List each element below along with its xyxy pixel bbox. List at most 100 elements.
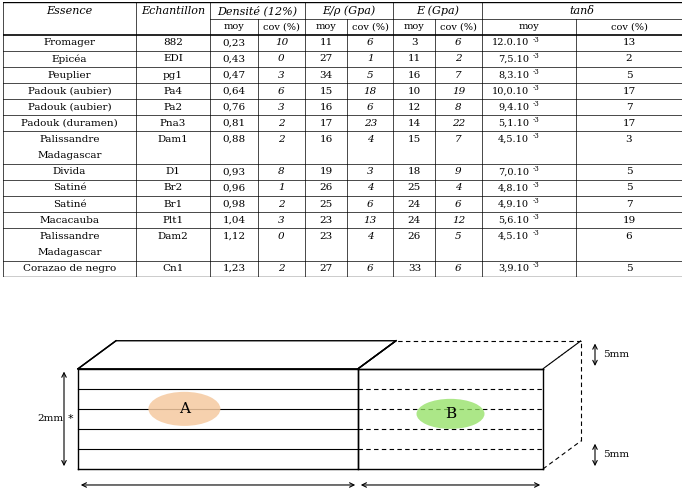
- Text: 25: 25: [320, 200, 333, 208]
- Text: 15: 15: [408, 135, 421, 144]
- Text: 19: 19: [452, 86, 465, 96]
- Text: 33: 33: [408, 264, 421, 273]
- Text: 27: 27: [320, 264, 333, 273]
- Text: cov (%): cov (%): [440, 22, 477, 31]
- Text: 6: 6: [455, 264, 462, 273]
- Text: 2: 2: [455, 54, 462, 63]
- Text: 5: 5: [625, 183, 632, 193]
- Text: -3: -3: [532, 213, 539, 221]
- Text: 7,5.10: 7,5.10: [498, 54, 529, 63]
- Text: 17: 17: [623, 86, 636, 96]
- Text: A: A: [179, 402, 190, 416]
- Text: 3: 3: [278, 71, 285, 80]
- Text: 7: 7: [625, 103, 632, 112]
- Text: Densité (12%): Densité (12%): [218, 5, 298, 16]
- Text: 3: 3: [411, 39, 418, 47]
- Text: 3: 3: [625, 135, 632, 144]
- Ellipse shape: [416, 399, 484, 429]
- Text: 5: 5: [625, 71, 632, 80]
- Text: 11: 11: [320, 39, 333, 47]
- Text: pg1: pg1: [163, 71, 183, 80]
- Text: 12: 12: [408, 103, 421, 112]
- Text: 25: 25: [408, 183, 421, 193]
- Text: cov (%): cov (%): [610, 22, 647, 31]
- Text: Madagascar: Madagascar: [37, 151, 102, 160]
- Text: Essence: Essence: [47, 5, 92, 15]
- Text: E/ρ (Gpa): E/ρ (Gpa): [323, 5, 376, 16]
- Text: -3: -3: [532, 261, 539, 269]
- Text: Echantillon: Echantillon: [141, 5, 205, 15]
- Polygon shape: [78, 341, 396, 369]
- Text: 26: 26: [408, 232, 421, 241]
- Text: -3: -3: [532, 165, 539, 172]
- Text: tanδ: tanδ: [569, 5, 594, 15]
- Text: 13: 13: [364, 216, 377, 225]
- Text: 17: 17: [623, 119, 636, 128]
- Text: -3: -3: [532, 181, 539, 189]
- Text: 9: 9: [455, 167, 462, 176]
- Text: 34: 34: [320, 71, 333, 80]
- Text: 12.0.10: 12.0.10: [492, 39, 529, 47]
- Text: 1: 1: [367, 54, 373, 63]
- Text: 8: 8: [278, 167, 285, 176]
- Text: *: *: [67, 414, 73, 424]
- Text: EDI: EDI: [163, 54, 183, 63]
- Ellipse shape: [149, 392, 221, 426]
- Text: 3,9.10: 3,9.10: [498, 264, 529, 273]
- Text: 1,12: 1,12: [223, 232, 245, 241]
- Text: 6: 6: [278, 86, 285, 96]
- Text: Pa4: Pa4: [164, 86, 182, 96]
- Text: Peuplier: Peuplier: [48, 71, 91, 80]
- Text: 24: 24: [408, 200, 421, 208]
- Text: 0: 0: [278, 232, 285, 241]
- Text: 5: 5: [625, 264, 632, 273]
- Text: Palissandre: Palissandre: [39, 232, 100, 241]
- Text: -3: -3: [532, 132, 539, 140]
- Text: Br2: Br2: [163, 183, 183, 193]
- Text: 17: 17: [320, 119, 333, 128]
- Text: Padouk (aubier): Padouk (aubier): [27, 86, 112, 96]
- Text: 6: 6: [367, 264, 373, 273]
- Text: 4,5.10: 4,5.10: [498, 135, 529, 144]
- Text: 0,43: 0,43: [223, 54, 245, 63]
- Text: 10: 10: [408, 86, 421, 96]
- Text: 0,81: 0,81: [223, 119, 245, 128]
- Text: 5mm: 5mm: [603, 350, 629, 359]
- Text: cov (%): cov (%): [352, 22, 389, 31]
- Text: 7: 7: [625, 200, 632, 208]
- Text: 11: 11: [408, 54, 421, 63]
- Text: 4: 4: [367, 135, 373, 144]
- Text: 4: 4: [367, 183, 373, 193]
- Text: 18: 18: [364, 86, 377, 96]
- Text: 0,88: 0,88: [223, 135, 245, 144]
- Text: 5mm: 5mm: [603, 451, 629, 459]
- Text: moy: moy: [519, 22, 539, 31]
- Text: Dam2: Dam2: [158, 232, 188, 241]
- Text: 882: 882: [163, 39, 183, 47]
- Polygon shape: [543, 341, 581, 469]
- Text: 9,4.10: 9,4.10: [498, 103, 529, 112]
- Text: -3: -3: [532, 36, 539, 43]
- Text: 0: 0: [278, 54, 285, 63]
- Text: 0,96: 0,96: [223, 183, 245, 193]
- Text: 16: 16: [320, 135, 333, 144]
- Text: Cn1: Cn1: [162, 264, 184, 273]
- Text: 0,76: 0,76: [223, 103, 245, 112]
- Text: 14: 14: [408, 119, 421, 128]
- Text: Br1: Br1: [163, 200, 183, 208]
- Text: 12: 12: [452, 216, 465, 225]
- Text: Epicéa: Epicéa: [52, 54, 87, 64]
- Text: 27: 27: [320, 54, 333, 63]
- Polygon shape: [78, 369, 358, 469]
- Text: Padouk (aubier): Padouk (aubier): [27, 103, 112, 112]
- Text: 1,23: 1,23: [223, 264, 245, 273]
- Text: 5,6.10: 5,6.10: [498, 216, 529, 225]
- Text: 3: 3: [367, 167, 373, 176]
- Text: 2: 2: [278, 135, 285, 144]
- Text: 5: 5: [455, 232, 462, 241]
- Text: 1: 1: [278, 183, 285, 193]
- Text: 22: 22: [452, 119, 465, 128]
- Text: Madagascar: Madagascar: [37, 248, 102, 257]
- Text: moy: moy: [223, 22, 245, 31]
- Text: 0,93: 0,93: [223, 167, 245, 176]
